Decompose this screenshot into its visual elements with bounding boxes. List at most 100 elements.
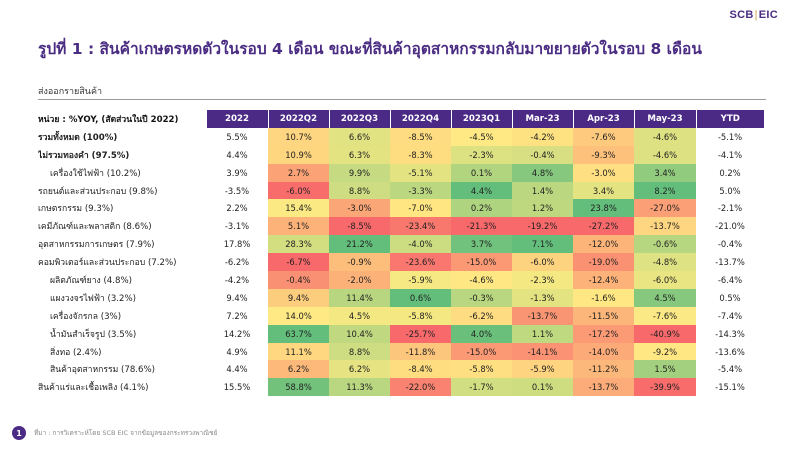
value-cell: 1.5% — [634, 360, 696, 379]
value-cell: 10.9% — [268, 145, 329, 164]
value-cell: -0.4% — [717, 239, 743, 250]
value-cell: -3.0% — [573, 163, 634, 182]
value-cell: -23.6% — [390, 253, 451, 272]
table-row: อุตสาหกรรมการเกษตร (7.9%) 17.8% 28.3% 21.2%… — [38, 235, 764, 254]
row-label: เคมีภัณฑ์และพลาสติก (8.6%) — [38, 222, 152, 233]
source-note: ที่มา : การวิเคราะห์โดย SCB EIC จากข้อมู… — [34, 429, 218, 437]
table-row: เคมีภัณฑ์และพลาสติก (8.6%) -3.1% 5.1% -8.5%… — [38, 217, 764, 236]
value-cell: -5.8% — [451, 360, 512, 379]
value-cell: 11.3% — [329, 378, 390, 397]
value-cell: 4.5% — [634, 288, 696, 307]
row-label: สินค้าอุตสาหกรรม (78.6%) — [50, 365, 156, 376]
row-label: เกษตรกรรม (9.3%) — [38, 204, 114, 215]
value-cell: 8.2% — [634, 181, 696, 200]
row-label: สินค้าแร่และเชื้อเพลิง (4.1%) — [38, 383, 149, 394]
value-cell: 7.2% — [226, 310, 248, 321]
value-cell: 6.2% — [268, 360, 329, 379]
value-cell: -0.3% — [451, 288, 512, 307]
value-cell: 15.4% — [268, 199, 329, 218]
value-cell: -4.5% — [451, 127, 512, 146]
value-cell: 8.8% — [329, 181, 390, 200]
value-cell: -8.3% — [390, 145, 451, 164]
unit-header: หน่วย : %YOY, (สัดส่วนในปี 2022) — [38, 114, 179, 125]
value-cell: 10.4% — [329, 324, 390, 343]
column-header: 2022 — [205, 110, 268, 128]
value-cell: 7.1% — [512, 235, 573, 254]
value-cell: -8.5% — [329, 217, 390, 236]
value-cell: -6.4% — [717, 274, 743, 285]
table-row: สินค้าอุตสาหกรรม (78.6%) 4.4% 6.2% 6.2% -8.4… — [38, 360, 764, 379]
value-cell: -5.8% — [390, 306, 451, 325]
value-cell: 4.9% — [226, 346, 248, 357]
value-cell: -15.1% — [715, 382, 745, 393]
value-cell: -8.5% — [390, 127, 451, 146]
value-cell: -3.5% — [224, 185, 250, 196]
value-cell: -14.3% — [715, 328, 745, 339]
value-cell: 2.7% — [268, 163, 329, 182]
table-row: ผลิตภัณฑ์ยาง (4.8%) -4.2% -0.4% -2.0% -5.9% -… — [38, 271, 764, 289]
value-cell: -21.0% — [715, 221, 745, 232]
value-cell: -4.6% — [634, 145, 696, 164]
value-cell: -19.0% — [573, 253, 634, 272]
value-cell: -13.7% — [715, 257, 745, 268]
page-title: รูปที่ 1 : สินค้าเกษตรหดตัวในรอบ 4 เดือน… — [38, 40, 702, 58]
value-cell: -7.0% — [390, 199, 451, 218]
table-subtitle: ส่งออกรายสินค้า — [38, 87, 103, 97]
value-cell: 3.7% — [451, 235, 512, 254]
value-cell: -7.4% — [717, 310, 743, 321]
value-cell: -13.7% — [512, 306, 573, 325]
value-cell: -4.2% — [224, 274, 250, 285]
table-row: เครื่องใช้ไฟฟ้า (10.2%) 3.9% 2.7% 9.9% -5.1%… — [38, 163, 764, 182]
value-cell: 58.8% — [268, 378, 329, 397]
value-cell: 3.4% — [573, 181, 634, 200]
value-cell: -4.0% — [390, 235, 451, 254]
value-cell: 9.4% — [226, 292, 248, 303]
table-body: รวมทั้งหมด (100%) 5.5% 10.7% 6.6% -8.5% -4.5%… — [38, 127, 764, 397]
value-cell: -1.3% — [512, 288, 573, 307]
value-cell: -11.8% — [390, 342, 451, 361]
page-number-badge: 1 — [12, 426, 26, 440]
table-row: สินค้าแร่และเชื้อเพลิง (4.1%) 15.5% 58.8% 1… — [38, 378, 764, 397]
divider-line — [38, 99, 766, 100]
column-header: 2022Q2 — [267, 110, 329, 128]
table-row: คอมพิวเตอร์และส่วนประกอบ (7.2%) -6.2% -6.7… — [38, 253, 764, 272]
value-cell: 4.4% — [451, 181, 512, 200]
column-header: Mar-23 — [511, 110, 573, 128]
value-cell: -13.7% — [634, 217, 696, 236]
value-cell: -15.0% — [451, 253, 512, 272]
table-row: ไม่รวมทองคำ (97.5%) 4.4% 10.9% 6.3% -8.3% -2.… — [38, 145, 764, 164]
value-cell: 3.9% — [226, 167, 248, 178]
value-cell: -14.0% — [573, 342, 634, 361]
value-cell: -6.2% — [224, 257, 250, 268]
table-header-row: หน่วย : %YOY, (สัดส่วนในปี 2022) 2022 20… — [38, 110, 764, 128]
row-label: ผลิตภัณฑ์ยาง (4.8%) — [50, 275, 132, 286]
value-cell: -6.2% — [451, 306, 512, 325]
value-cell: -6.0% — [268, 181, 329, 200]
column-header: YTD — [695, 110, 764, 128]
value-cell: 15.5% — [223, 382, 251, 393]
value-cell: 6.3% — [329, 145, 390, 164]
value-cell: -2.1% — [717, 203, 743, 214]
value-cell: -13.7% — [573, 378, 634, 397]
row-label: แผงวงจรไฟฟ้า (3.2%) — [50, 293, 137, 304]
value-cell: 5.5% — [226, 131, 248, 142]
table-row: เกษตรกรรม (9.3%) 2.2% 15.4% -3.0% -7.0% 0.2% 1… — [38, 199, 764, 218]
logo-right-text: EIC — [758, 9, 778, 21]
value-cell: 14.2% — [223, 328, 251, 339]
value-cell: 4.5% — [329, 306, 390, 325]
value-cell: -13.6% — [715, 346, 745, 357]
value-cell: -4.6% — [451, 271, 512, 289]
value-cell: -5.9% — [512, 360, 573, 379]
value-cell: -5.9% — [390, 271, 451, 289]
value-cell: 5.1% — [268, 217, 329, 236]
value-cell: -7.6% — [634, 306, 696, 325]
table-row: รวมทั้งหมด (100%) 5.5% 10.7% 6.6% -8.5% -4.5%… — [38, 127, 764, 146]
value-cell: 0.1% — [512, 378, 573, 397]
value-cell: -4.6% — [634, 127, 696, 146]
value-cell: -0.4% — [268, 271, 329, 289]
value-cell: 1.4% — [512, 181, 573, 200]
value-cell: 9.4% — [268, 288, 329, 307]
value-cell: 5.0% — [719, 185, 741, 196]
value-cell: 6.6% — [329, 127, 390, 146]
value-cell: -15.0% — [451, 342, 512, 361]
